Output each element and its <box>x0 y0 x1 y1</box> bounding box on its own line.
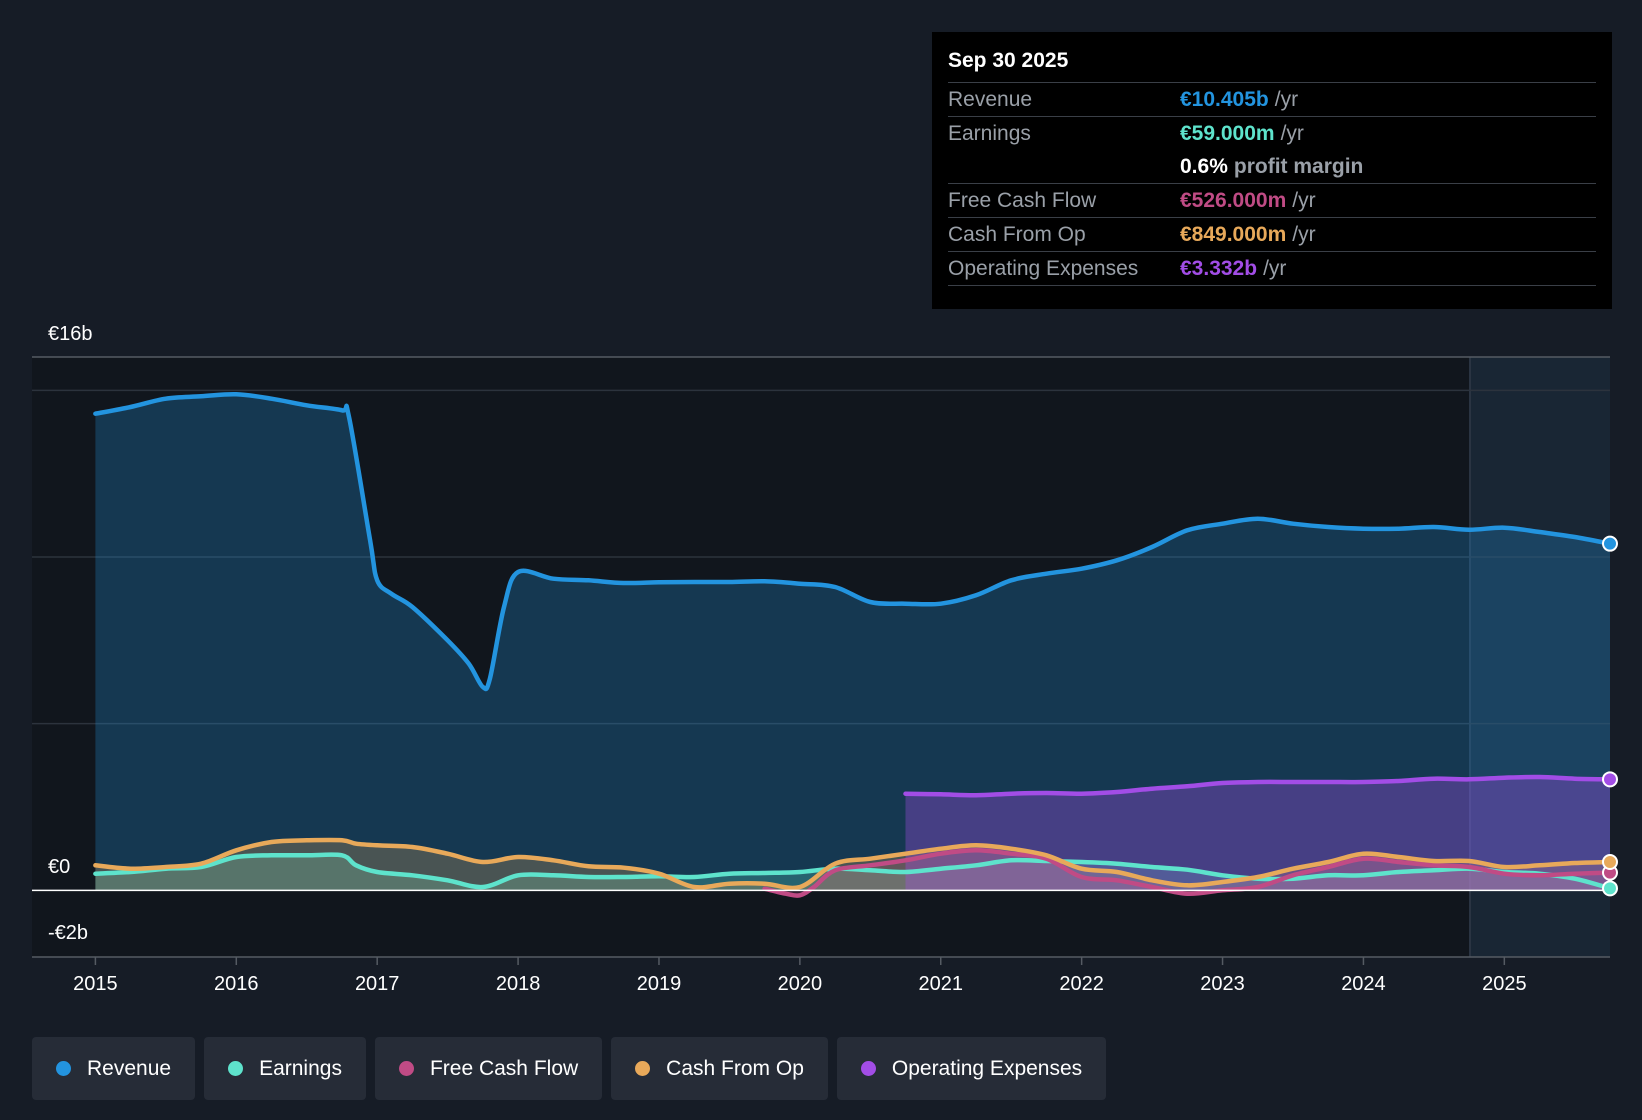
legend-dot-icon <box>860 1061 876 1076</box>
tooltip-unit: /yr <box>1274 87 1299 111</box>
revenue-endpoint <box>1602 535 1618 552</box>
free-cash-flow-line <box>762 848 1613 898</box>
legend: Revenue Earnings Free Cash Flow Cash Fro… <box>32 1037 1107 1100</box>
operating-expenses-endpoint <box>1602 771 1618 788</box>
tooltip-row-revenue: Revenue €10.405b /yr <box>948 82 1596 116</box>
x-tick-label: 2017 <box>355 973 400 995</box>
x-tick-label: 2019 <box>637 973 682 995</box>
tooltip-row-fcf: Free Cash Flow €526.000m /yr <box>948 183 1596 217</box>
legend-dot-icon <box>398 1061 414 1076</box>
y-tick-label-bottom: -€2b <box>48 922 88 944</box>
y-tick-label-top: €16b <box>48 323 93 345</box>
tooltip-unit: /yr <box>1280 121 1304 145</box>
tooltip-row-cfo: Cash From Op €849.000m /yr <box>948 217 1596 251</box>
tooltip-unit: /yr <box>1263 256 1287 280</box>
legend-item-operating-expenses[interactable]: Operating Expenses <box>836 1037 1107 1100</box>
legend-label: Revenue <box>87 1056 172 1080</box>
legend-label: Free Cash Flow <box>429 1056 579 1080</box>
x-tick-label: 2016 <box>214 973 259 995</box>
revenue-area <box>95 394 1610 891</box>
cash-from-op-endpoint <box>1602 854 1618 870</box>
cash-from-op-line <box>93 837 1613 891</box>
tooltip-date: Sep 30 2025 <box>948 49 1069 72</box>
legend-label: Cash From Op <box>666 1056 804 1080</box>
tooltip-value: €3.332b <box>1180 256 1258 280</box>
tooltip-label: Free Cash Flow <box>948 188 1097 212</box>
earnings-endpoint <box>1602 880 1618 897</box>
tooltip-row-earnings: Earnings €59.000m /yr <box>948 116 1596 150</box>
operating-expenses-line <box>903 774 1613 798</box>
tooltip-row-opex: Operating Expenses €3.332b /yr <box>948 251 1596 285</box>
tooltip-value: €849.000m <box>1180 222 1287 246</box>
profit-margin-value: 0.6% <box>1180 154 1228 178</box>
tooltip-value: €10.405b <box>1180 87 1269 111</box>
legend-item-cash-from-op[interactable]: Cash From Op <box>611 1037 828 1100</box>
x-tick-label: 2021 <box>919 973 964 995</box>
legend-dot-icon <box>228 1061 244 1076</box>
tooltip-value: €526.000m <box>1180 188 1287 212</box>
legend-label: Operating Expenses <box>891 1056 1083 1080</box>
legend-item-earnings[interactable]: Earnings <box>204 1037 366 1100</box>
legend-dot-icon <box>56 1061 71 1076</box>
free-cash-flow-area <box>764 850 1610 896</box>
x-tick-label: 2020 <box>778 973 823 995</box>
profit-margin-text: profit margin <box>1233 154 1364 178</box>
tooltip-divider <box>948 285 1596 286</box>
tooltip-label: Operating Expenses <box>948 256 1139 280</box>
tooltip: Sep 30 2025 Revenue €10.405b /yr Earning… <box>932 32 1612 309</box>
legend-dot-icon <box>635 1061 651 1076</box>
x-tick-label: 2018 <box>496 973 541 995</box>
tooltip-unit: /yr <box>1292 222 1316 246</box>
tooltip-value: €59.000m <box>1180 121 1275 145</box>
x-tick-label: 2024 <box>1341 973 1386 995</box>
legend-label: Earnings <box>259 1056 342 1080</box>
tooltip-row-margin: 0.6% profit margin <box>948 150 1596 183</box>
revenue-line <box>93 391 1613 692</box>
x-tick-label: 2023 <box>1200 973 1245 995</box>
tooltip-label: Cash From Op <box>948 222 1086 246</box>
x-tick-label: 2022 <box>1059 973 1104 995</box>
x-tick-label: 2015 <box>73 973 118 995</box>
y-tick-label-zero: €0 <box>48 856 70 878</box>
x-tick-label: 2025 <box>1482 973 1527 995</box>
tooltip-unit: /yr <box>1292 188 1316 212</box>
legend-item-free-cash-flow[interactable]: Free Cash Flow <box>374 1037 603 1100</box>
legend-item-revenue[interactable]: Revenue <box>32 1037 196 1100</box>
tooltip-label: Revenue <box>948 87 1033 111</box>
forecast-highlight <box>1470 357 1610 957</box>
tooltip-label: Earnings <box>948 121 1031 145</box>
